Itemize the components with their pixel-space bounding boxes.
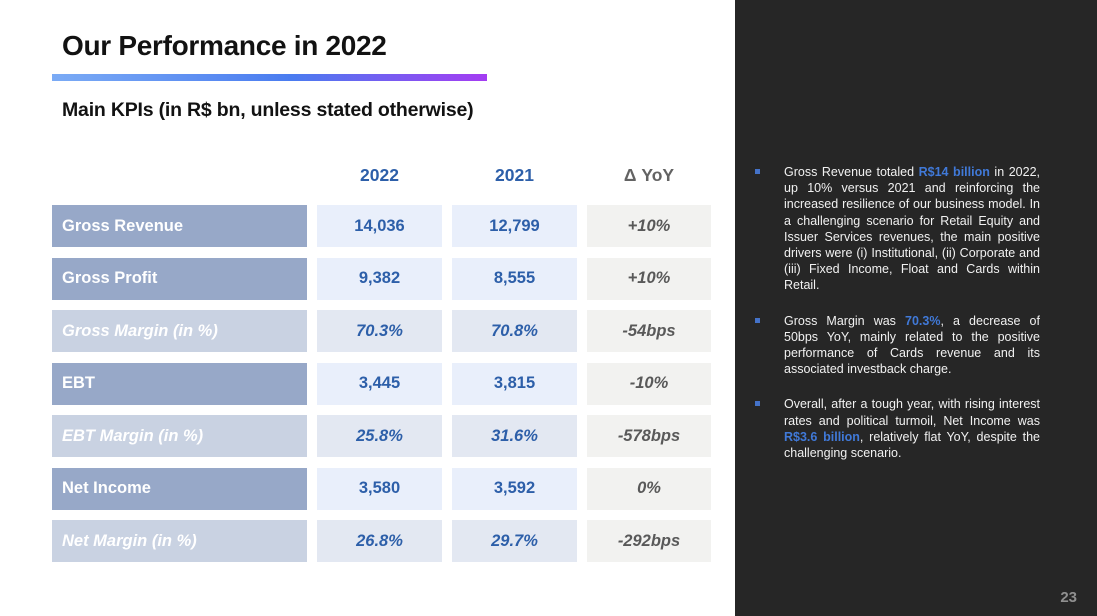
bullet-text-segment: , a decrease of 50bps YoY, mainly relate…	[784, 313, 1040, 377]
value-cell-2022: 70.3%	[317, 310, 442, 352]
highlighted-figure: R$14 billion	[918, 165, 990, 179]
title-underline-gradient	[52, 74, 487, 81]
value-cell-2022: 25.8%	[317, 415, 442, 457]
highlighted-figure: 70.3%	[905, 313, 941, 328]
table-row: EBT Margin (in %) 25.8% 31.6% -578bps	[52, 415, 711, 457]
slide-subtitle: Main KPIs (in R$ bn, unless stated other…	[62, 99, 474, 121]
column-header-delta-yoy: Δ YoY	[623, 164, 675, 185]
kpi-table-body: Gross Revenue 14,036 12,799 +10% Gross Profi…	[52, 205, 711, 573]
value-cell-2021: 70.8%	[452, 310, 577, 352]
bullet-text-segment: Gross Margin was	[784, 313, 906, 328]
commentary-bullet: Overall, after a tough year, with rising…	[751, 396, 1040, 461]
value-cell-2021: 31.6%	[452, 415, 577, 457]
row-label-cell: Gross Margin (in %)	[52, 310, 307, 352]
bullet-text-segment: Overall, after a tough year, with rising…	[784, 397, 1040, 428]
commentary-bullet: Gross Revenue totaled R$14 billion in 20…	[751, 164, 1040, 294]
value-cell-2021: 3,815	[452, 362, 577, 405]
bullet-text-segment: Gross Revenue totaled	[784, 165, 919, 179]
table-row: EBT 3,445 3,815 -10%	[52, 362, 711, 405]
value-cell-2022: 14,036	[317, 205, 442, 247]
yoy-delta-cell: 0%	[587, 467, 711, 510]
bullet-square-icon	[755, 401, 760, 407]
page-title: Our Performance in 2022	[62, 30, 387, 61]
row-label-cell: Net Income	[52, 467, 307, 510]
table-row: Gross Revenue 14,036 12,799 +10%	[52, 205, 711, 247]
highlighted-figure: R$3.6 billion	[784, 429, 860, 444]
row-label-cell: Gross Profit	[52, 257, 307, 300]
yoy-delta-cell: +10%	[587, 205, 711, 247]
value-cell-2022: 3,580	[317, 467, 442, 510]
bullet-text: Overall, after a tough year, with rising…	[784, 396, 1040, 461]
value-cell-2021: 29.7%	[452, 520, 577, 562]
value-cell-2022: 9,382	[317, 257, 442, 300]
bullet-square-icon	[755, 317, 760, 323]
table-row: Net Margin (in %) 26.8% 29.7% -292bps	[52, 520, 711, 562]
value-cell-2021: 3,592	[452, 467, 577, 510]
value-cell-2022: 3,445	[317, 362, 442, 405]
value-cell-2022: 26.8%	[317, 520, 442, 562]
table-row: Net Income 3,580 3,592 0%	[52, 467, 711, 510]
yoy-delta-cell: -54bps	[587, 310, 711, 352]
yoy-delta-cell: -578bps	[587, 415, 711, 457]
commentary-bullet: Gross Margin was 70.3%, a decrease of 50…	[751, 313, 1040, 378]
row-label-cell: Net Margin (in %)	[52, 520, 307, 562]
row-label-cell: EBT	[52, 362, 307, 405]
row-label-cell: Gross Revenue	[52, 205, 307, 247]
value-cell-2021: 8,555	[452, 257, 577, 300]
column-header-2022: 2022	[360, 164, 399, 185]
column-header-2021: 2021	[495, 164, 534, 185]
value-cell-2021: 12,799	[452, 205, 577, 247]
row-label-cell: EBT Margin (in %)	[52, 415, 307, 457]
commentary-sidebar: Gross Revenue totaled R$14 billion in 20…	[735, 0, 1097, 616]
commentary-bullet-list: Gross Revenue totaled R$14 billion in 20…	[735, 0, 1097, 461]
kpi-table-header: 2022 2021 Δ YoY	[52, 158, 711, 192]
yoy-delta-cell: -10%	[587, 362, 711, 405]
bullet-text-segment: in 2022, up 10% versus 2021 and reinforc…	[784, 165, 1040, 293]
yoy-delta-cell: +10%	[587, 257, 711, 300]
bullet-text: Gross Revenue totaled R$14 billion in 20…	[784, 164, 1040, 294]
yoy-delta-cell: -292bps	[587, 520, 711, 562]
bullet-text: Gross Margin was 70.3%, a decrease of 50…	[784, 313, 1040, 378]
bullet-square-icon	[755, 169, 760, 174]
table-row: Gross Margin (in %) 70.3% 70.8% -54bps	[52, 310, 711, 352]
table-row: Gross Profit 9,382 8,555 +10%	[52, 257, 711, 300]
bullet-text-segment: , relatively flat YoY, despite the chall…	[784, 429, 1040, 461]
page-number: 23	[1060, 589, 1077, 606]
